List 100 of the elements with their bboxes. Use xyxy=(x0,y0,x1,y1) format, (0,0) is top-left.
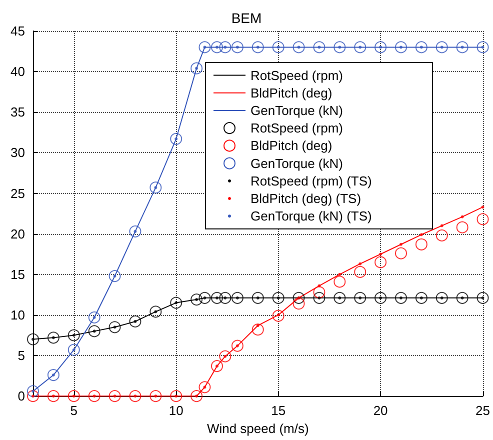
point xyxy=(170,390,182,402)
point xyxy=(47,369,60,381)
point xyxy=(395,292,407,304)
y-tick-label: 30 xyxy=(10,145,25,160)
point xyxy=(190,294,203,306)
point xyxy=(395,247,407,260)
point xyxy=(358,262,362,266)
point xyxy=(129,390,142,402)
point xyxy=(27,333,39,346)
point xyxy=(456,221,468,234)
point xyxy=(108,390,121,402)
point xyxy=(420,233,423,236)
point xyxy=(272,292,284,304)
point xyxy=(460,215,464,218)
point xyxy=(231,292,244,304)
point xyxy=(272,310,284,322)
point xyxy=(292,292,305,304)
point xyxy=(108,270,121,282)
y-tick-label: 0 xyxy=(18,388,25,404)
point xyxy=(354,41,366,54)
point xyxy=(211,292,223,304)
point xyxy=(88,390,100,402)
x-tick-label: 5 xyxy=(70,403,78,418)
point xyxy=(68,344,80,356)
point xyxy=(47,332,60,344)
point xyxy=(440,224,444,228)
point xyxy=(334,276,346,288)
point xyxy=(374,256,387,268)
legend-label: BldPitch (deg) (TS) xyxy=(250,191,362,206)
point xyxy=(211,360,223,372)
point xyxy=(129,315,142,328)
x-axis-title: Wind speed (m/s) xyxy=(206,421,309,436)
legend-label: RotSpeed (rpm) xyxy=(250,68,343,83)
point xyxy=(252,41,264,54)
legend-label: RotSpeed (rpm) (TS) xyxy=(250,173,372,188)
point xyxy=(338,272,342,276)
point xyxy=(219,350,232,362)
x-tick-label: 15 xyxy=(271,403,286,418)
x-tick-label: 25 xyxy=(476,403,490,418)
point xyxy=(88,325,100,338)
point xyxy=(354,266,366,278)
point xyxy=(313,41,326,54)
point xyxy=(190,390,203,402)
legend-label: GenTorque (kN) (TS) xyxy=(250,208,372,224)
point xyxy=(27,390,39,402)
point xyxy=(379,252,382,256)
point xyxy=(313,292,326,304)
point xyxy=(334,41,346,54)
point xyxy=(219,41,232,54)
legend-label: BldPitch (deg) xyxy=(250,138,332,154)
legend-label: GenTorque (kN) xyxy=(250,156,343,171)
point xyxy=(456,292,468,304)
chart-title: BEM xyxy=(231,10,262,26)
point xyxy=(68,390,80,402)
point xyxy=(481,206,484,209)
point xyxy=(456,41,468,54)
point xyxy=(170,132,182,145)
point xyxy=(27,385,39,398)
point xyxy=(150,390,162,402)
point xyxy=(211,41,223,54)
point xyxy=(198,381,211,394)
point xyxy=(292,298,305,310)
y-tick-label: 25 xyxy=(10,186,25,201)
point xyxy=(292,41,305,54)
y-tick-label: 35 xyxy=(10,104,25,120)
point xyxy=(476,213,489,226)
point xyxy=(256,324,260,328)
point xyxy=(190,62,203,74)
point xyxy=(231,41,244,54)
y-tick-label: 45 xyxy=(10,24,25,38)
point xyxy=(150,306,162,318)
point xyxy=(272,41,284,54)
x-tick-label: 10 xyxy=(168,403,184,418)
point xyxy=(436,229,448,242)
legend-label: GenTorque (kN) xyxy=(250,103,343,118)
point xyxy=(129,225,142,238)
point xyxy=(334,292,346,304)
point xyxy=(476,41,489,54)
point xyxy=(395,41,407,54)
point xyxy=(399,242,402,246)
point xyxy=(252,324,264,336)
point xyxy=(231,340,244,352)
point xyxy=(436,292,448,304)
y-tick-label: 20 xyxy=(10,226,25,242)
point xyxy=(198,41,211,54)
point xyxy=(47,390,60,402)
point xyxy=(108,321,121,334)
point xyxy=(415,238,428,250)
x-tick-label: 20 xyxy=(373,403,388,418)
point xyxy=(415,292,428,304)
point xyxy=(150,182,162,194)
point xyxy=(68,329,80,342)
y-tick-label: 15 xyxy=(10,266,25,282)
point xyxy=(374,41,387,54)
y-tick-label: 40 xyxy=(10,64,25,80)
y-tick-label: 10 xyxy=(10,307,25,322)
legend-label: BldPitch (deg) xyxy=(250,85,332,100)
point xyxy=(88,311,100,324)
point xyxy=(436,41,448,54)
legend-label: RotSpeed (rpm) xyxy=(250,120,343,136)
